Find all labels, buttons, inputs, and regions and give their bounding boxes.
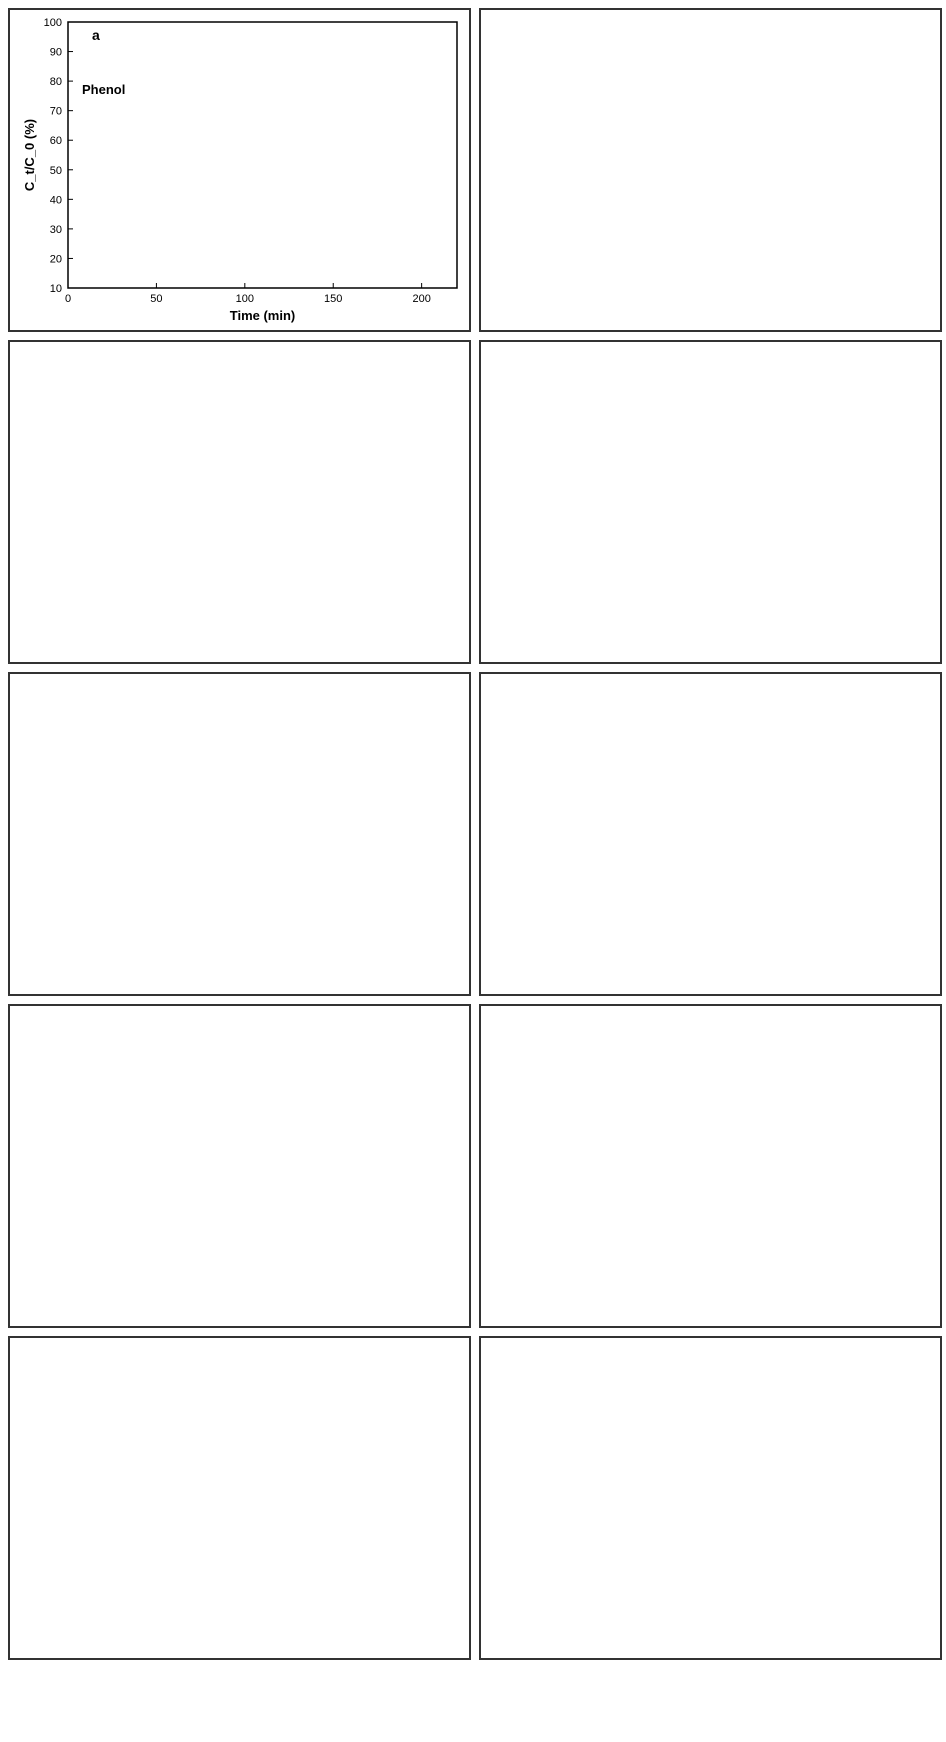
panel-j [479,1336,942,1660]
svg-text:90: 90 [50,47,62,59]
svg-text:20: 20 [50,253,62,265]
svg-text:150: 150 [324,293,342,305]
svg-text:100: 100 [44,17,62,29]
svg-text:a: a [92,27,100,43]
panel-a: 0 50 100 150 200 10 20 30 40 50 60 70 80 90 100 Time (m… [8,8,471,332]
svg-text:Time (min): Time (min) [230,308,296,323]
svg-text:100: 100 [236,293,254,305]
panel-e [8,672,471,996]
svg-text:70: 70 [50,106,62,118]
svg-text:50: 50 [50,165,62,177]
panel-f [479,672,942,996]
panel-g [8,1004,471,1328]
figure-grid: 0 50 100 150 200 10 20 30 40 50 60 70 80 90 100 Time (m… [0,0,946,1668]
panel-h [479,1004,942,1328]
panel-d [479,340,942,664]
svg-text:200: 200 [412,293,430,305]
svg-text:C_t/C_0 (%): C_t/C_0 (%) [22,119,37,191]
svg-text:Phenol: Phenol [82,82,125,97]
panel-i [8,1336,471,1660]
svg-text:80: 80 [50,76,62,88]
svg-text:30: 30 [50,224,62,236]
svg-text:0: 0 [65,293,71,305]
svg-text:50: 50 [150,293,162,305]
panel-c [8,340,471,664]
svg-text:10: 10 [50,283,62,295]
svg-text:40: 40 [50,194,62,206]
panel-b [479,8,942,332]
svg-text:60: 60 [50,135,62,147]
